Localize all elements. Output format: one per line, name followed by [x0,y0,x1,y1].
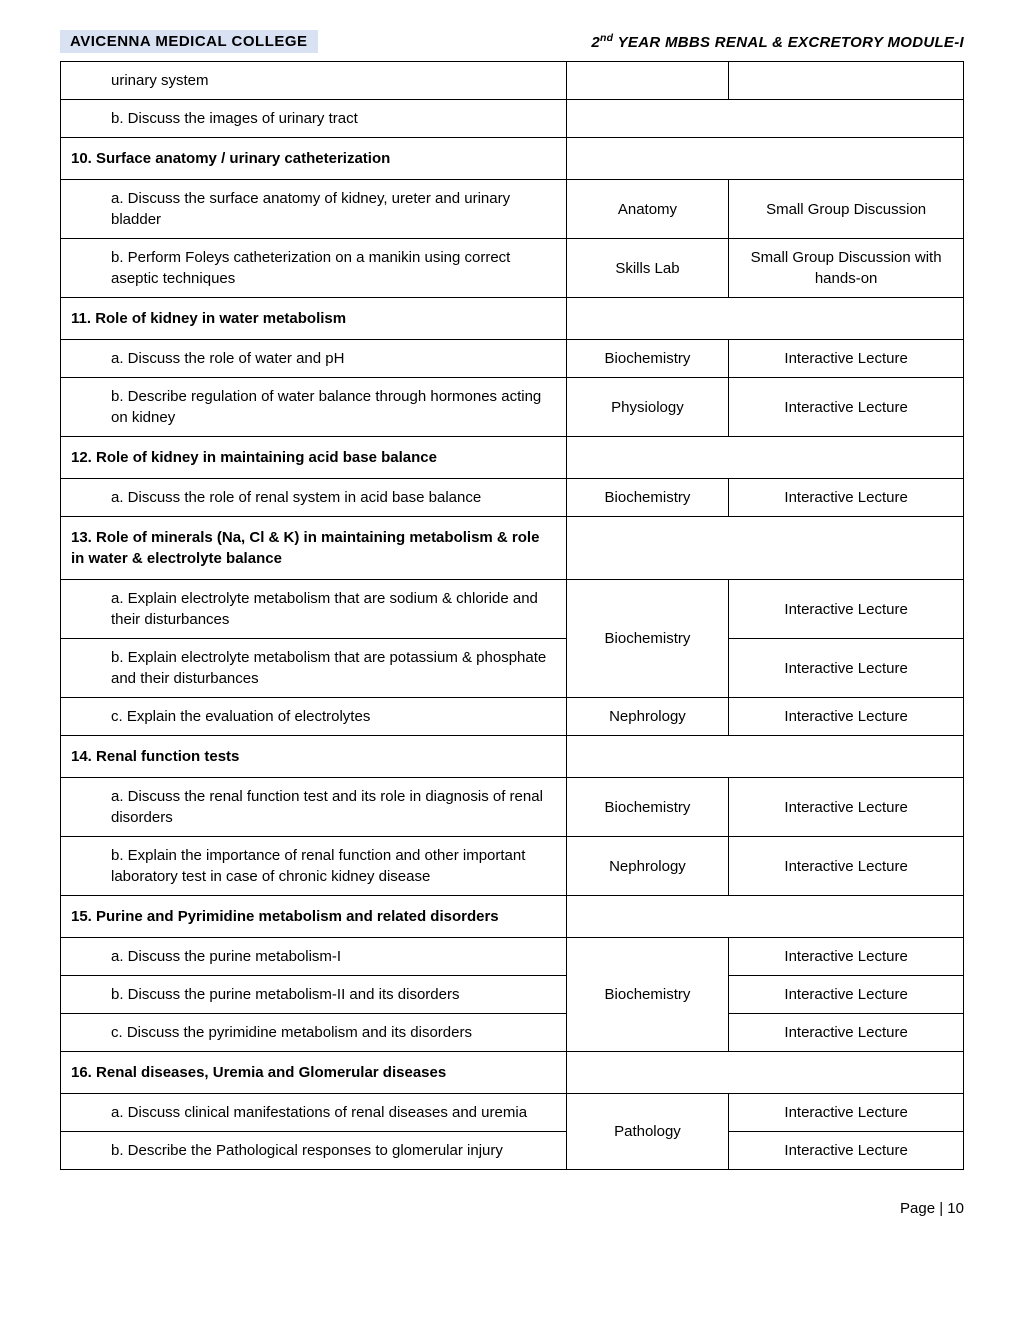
table-row: 12. Role of kidney in maintaining acid b… [61,437,964,479]
page-number: Page | 10 [60,1200,964,1217]
topic-cell: a. Discuss the renal function test and i… [61,778,567,837]
table-row: a. Discuss the role of renal system in a… [61,479,964,517]
table-row: 15. Purine and Pyrimidine metabolism and… [61,896,964,938]
method-cell: Interactive Lecture [729,1094,964,1132]
topic-cell: urinary system [61,62,567,100]
curriculum-table: urinary systemb. Discuss the images of u… [60,61,964,1170]
section-title: 10. Surface anatomy / urinary catheteriz… [61,138,567,180]
table-row: c. Discuss the pyrimidine metabolism and… [61,1014,964,1052]
section-title: 11. Role of kidney in water metabolism [61,298,567,340]
topic-cell: a. Discuss clinical manifestations of re… [61,1094,567,1132]
method-cell: Interactive Lecture [729,639,964,698]
table-row: b. Discuss the purine metabolism-II and … [61,976,964,1014]
subject-cell: Biochemistry [566,340,729,378]
section-title: 16. Renal diseases, Uremia and Glomerula… [61,1052,567,1094]
topic-cell: b. Discuss the purine metabolism-II and … [61,976,567,1014]
method-cell: Interactive Lecture [729,938,964,976]
subject-cell: Anatomy [566,180,729,239]
method-cell: Interactive Lecture [729,580,964,639]
merged-blank [566,100,963,138]
table-row: b. Explain electrolyte metabolism that a… [61,639,964,698]
method-cell: Small Group Discussion with hands-on [729,239,964,298]
method-cell [729,62,964,100]
topic-cell: b. Describe the Pathological responses t… [61,1132,567,1170]
module-rest: YEAR MBBS RENAL & EXCRETORY MODULE-I [613,34,964,51]
topic-cell: c. Discuss the pyrimidine metabolism and… [61,1014,567,1052]
section-blank [566,517,963,580]
topic-cell: b. Perform Foleys catheterization on a m… [61,239,567,298]
table-row: urinary system [61,62,964,100]
section-title: 13. Role of minerals (Na, Cl & K) in mai… [61,517,567,580]
method-cell: Interactive Lecture [729,976,964,1014]
method-cell: Interactive Lecture [729,340,964,378]
table-row: a. Explain electrolyte metabolism that a… [61,580,964,639]
table-row: 16. Renal diseases, Uremia and Glomerula… [61,1052,964,1094]
section-blank [566,298,963,340]
section-title: 15. Purine and Pyrimidine metabolism and… [61,896,567,938]
college-name: AVICENNA MEDICAL COLLEGE [60,30,318,53]
table-row: a. Discuss clinical manifestations of re… [61,1094,964,1132]
subject-cell: Biochemistry [566,580,729,698]
section-title: 12. Role of kidney in maintaining acid b… [61,437,567,479]
module-prefix: 2 [591,34,600,51]
section-blank [566,437,963,479]
section-blank [566,1052,963,1094]
topic-cell: b. Explain electrolyte metabolism that a… [61,639,567,698]
table-row: b. Describe the Pathological responses t… [61,1132,964,1170]
subject-cell: Biochemistry [566,938,729,1052]
topic-cell: a. Explain electrolyte metabolism that a… [61,580,567,639]
method-cell: Interactive Lecture [729,837,964,896]
table-row: b. Perform Foleys catheterization on a m… [61,239,964,298]
section-blank [566,896,963,938]
table-row: 14. Renal function tests [61,736,964,778]
table-row: a. Discuss the surface anatomy of kidney… [61,180,964,239]
subject-cell: Biochemistry [566,479,729,517]
table-row: a. Discuss the role of water and pHBioch… [61,340,964,378]
subject-cell: Physiology [566,378,729,437]
topic-cell: c. Explain the evaluation of electrolyte… [61,698,567,736]
table-row: 10. Surface anatomy / urinary catheteriz… [61,138,964,180]
module-sup: nd [600,32,613,44]
method-cell: Small Group Discussion [729,180,964,239]
section-blank [566,138,963,180]
table-row: b. Discuss the images of urinary tract [61,100,964,138]
topic-cell: a. Discuss the surface anatomy of kidney… [61,180,567,239]
subject-cell: Nephrology [566,837,729,896]
table-row: a. Discuss the renal function test and i… [61,778,964,837]
table-row: 13. Role of minerals (Na, Cl & K) in mai… [61,517,964,580]
method-cell: Interactive Lecture [729,1132,964,1170]
method-cell: Interactive Lecture [729,479,964,517]
topic-cell: a. Discuss the role of renal system in a… [61,479,567,517]
subject-cell [566,62,729,100]
topic-cell: b. Discuss the images of urinary tract [61,100,567,138]
subject-cell: Skills Lab [566,239,729,298]
subject-cell: Nephrology [566,698,729,736]
table-row: a. Discuss the purine metabolism-IBioche… [61,938,964,976]
topic-cell: b. Describe regulation of water balance … [61,378,567,437]
page-header: AVICENNA MEDICAL COLLEGE 2nd YEAR MBBS R… [60,30,964,53]
module-title: 2nd YEAR MBBS RENAL & EXCRETORY MODULE-I [318,32,964,51]
topic-cell: a. Discuss the role of water and pH [61,340,567,378]
method-cell: Interactive Lecture [729,1014,964,1052]
method-cell: Interactive Lecture [729,698,964,736]
table-row: 11. Role of kidney in water metabolism [61,298,964,340]
section-title: 14. Renal function tests [61,736,567,778]
topic-cell: b. Explain the importance of renal funct… [61,837,567,896]
method-cell: Interactive Lecture [729,778,964,837]
table-row: b. Describe regulation of water balance … [61,378,964,437]
table-row: c. Explain the evaluation of electrolyte… [61,698,964,736]
method-cell: Interactive Lecture [729,378,964,437]
subject-cell: Pathology [566,1094,729,1170]
table-row: b. Explain the importance of renal funct… [61,837,964,896]
section-blank [566,736,963,778]
subject-cell: Biochemistry [566,778,729,837]
topic-cell: a. Discuss the purine metabolism-I [61,938,567,976]
